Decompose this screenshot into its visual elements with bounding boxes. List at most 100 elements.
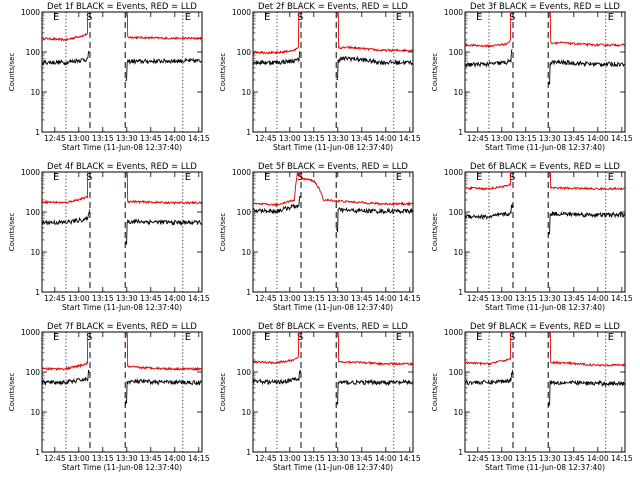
- x-tick-label: 14:00: [587, 454, 609, 463]
- y-axis-label: Counts/sec: [219, 373, 227, 412]
- marker-label-e: E: [264, 12, 270, 23]
- panel-title: Det 3f BLACK = Events, RED = LLD: [470, 2, 620, 12]
- y-axis-label: Counts/sec: [431, 53, 439, 92]
- y-axis-label: Counts/sec: [431, 373, 439, 412]
- marker-label-e: E: [396, 332, 402, 343]
- marker-label-e: E: [185, 12, 191, 23]
- y-axis-label: Counts/sec: [8, 373, 16, 412]
- series-lld-line: [253, 12, 413, 55]
- x-tick-label: 12:45: [467, 294, 489, 303]
- x-tick-label: 13:15: [92, 294, 114, 303]
- series-events-line: [42, 50, 202, 82]
- x-tick-label: 14:00: [375, 294, 397, 303]
- plot-frame: [464, 11, 626, 133]
- x-tick-label: 14:15: [611, 294, 633, 303]
- x-tick-label: 13:45: [351, 454, 373, 463]
- plot-frame: [41, 11, 203, 133]
- x-tick-label: 14:00: [587, 294, 609, 303]
- x-tick-label: 13:00: [68, 294, 90, 303]
- y-tick-label: 10: [30, 88, 40, 97]
- y-tick-label: 10: [241, 88, 251, 97]
- y-tick-label: 1: [458, 448, 463, 457]
- marker-label-e: E: [608, 12, 614, 23]
- panel-det-7: Det 7f BLACK = Events, RED = LLD 1 10 100 10…: [8, 322, 210, 472]
- y-tick-label: 10: [30, 408, 40, 417]
- marker-label-s: S: [509, 332, 515, 343]
- series-lld-line: [42, 12, 202, 43]
- marker-label-e: E: [476, 12, 482, 23]
- y-tick-label: 1: [35, 128, 40, 137]
- x-tick-label: 13:15: [92, 134, 114, 143]
- x-tick-label: 14:15: [399, 294, 421, 303]
- plot-frame: [464, 331, 626, 453]
- panel-det-9: Det 9f BLACK = Events, RED = LLD 1 10 100 10…: [431, 322, 633, 472]
- panel-title: Det 4f BLACK = Events, RED = LLD: [47, 162, 197, 172]
- x-tick-label: 13:00: [491, 294, 513, 303]
- y-tick-label: 1: [246, 448, 251, 457]
- series-lld-line: [253, 172, 413, 208]
- marker-label-e: E: [396, 12, 402, 23]
- x-tick-label: 13:30: [539, 454, 561, 463]
- y-tick-label: 1: [246, 128, 251, 137]
- x-tick-label: 12:45: [255, 134, 277, 143]
- series-events-line: [42, 209, 202, 245]
- x-tick-label: 12:45: [44, 294, 66, 303]
- x-axis-label: Start Time (11-Jun-08 12:37:40): [273, 303, 393, 312]
- x-tick-label: 14:15: [611, 134, 633, 143]
- x-tick-label: 13:30: [327, 454, 349, 463]
- marker-label-e: E: [396, 172, 402, 183]
- x-tick-label: 14:15: [188, 454, 210, 463]
- panel-det-8: Det 8f BLACK = Events, RED = LLD 1 10 100 10…: [219, 322, 421, 472]
- x-tick-label: 13:45: [563, 454, 585, 463]
- y-tick-label: 100: [26, 368, 41, 377]
- y-tick-label: 1000: [444, 168, 463, 177]
- x-tick-label: 13:45: [351, 134, 373, 143]
- x-tick-label: 14:15: [399, 454, 421, 463]
- panel-title: Det 9f BLACK = Events, RED = LLD: [470, 322, 620, 332]
- marker-label-e: E: [53, 172, 59, 183]
- y-tick-label: 1: [458, 288, 463, 297]
- x-tick-label: 14:00: [164, 454, 186, 463]
- x-tick-label: 13:15: [515, 134, 537, 143]
- y-tick-label: 100: [449, 208, 464, 217]
- y-axis-label: Counts/sec: [219, 53, 227, 92]
- x-tick-label: 13:30: [116, 454, 138, 463]
- marker-label-s: S: [297, 12, 303, 23]
- y-axis-label: Counts/sec: [8, 213, 16, 252]
- marker-label-s: S: [509, 172, 515, 183]
- x-tick-label: 13:30: [327, 134, 349, 143]
- x-tick-label: 13:30: [116, 134, 138, 143]
- x-tick-label: 13:00: [491, 134, 513, 143]
- x-tick-label: 13:15: [515, 294, 537, 303]
- marker-label-s: S: [297, 332, 303, 343]
- y-tick-label: 10: [241, 408, 251, 417]
- y-tick-label: 1: [35, 448, 40, 457]
- y-tick-label: 1000: [21, 168, 40, 177]
- panel-title: Det 7f BLACK = Events, RED = LLD: [47, 322, 197, 332]
- series-events-line: [465, 204, 625, 236]
- y-tick-label: 100: [26, 48, 41, 57]
- panel-title: Det 5f BLACK = Events, RED = LLD: [258, 162, 408, 172]
- y-tick-label: 1000: [21, 8, 40, 17]
- x-axis-label: Start Time (11-Jun-08 12:37:40): [62, 143, 182, 152]
- panel-title: Det 8f BLACK = Events, RED = LLD: [258, 322, 408, 332]
- series-events-line: [465, 49, 625, 85]
- marker-label-s: S: [86, 172, 92, 183]
- x-axis-label: Start Time (11-Jun-08 12:37:40): [273, 463, 393, 472]
- x-tick-label: 12:45: [467, 134, 489, 143]
- x-tick-label: 13:45: [351, 294, 373, 303]
- x-tick-label: 14:00: [164, 134, 186, 143]
- x-tick-label: 13:30: [327, 294, 349, 303]
- plot-frame: [41, 171, 203, 293]
- x-axis-label: Start Time (11-Jun-08 12:37:40): [485, 143, 605, 152]
- y-tick-label: 1: [458, 128, 463, 137]
- x-tick-label: 13:00: [279, 454, 301, 463]
- y-tick-label: 10: [30, 248, 40, 257]
- x-tick-label: 13:15: [303, 134, 325, 143]
- x-tick-label: 13:00: [279, 294, 301, 303]
- y-axis-label: Counts/sec: [431, 213, 439, 252]
- series-lld-line: [42, 172, 202, 206]
- plot-frame: [252, 331, 414, 453]
- y-tick-label: 1000: [21, 328, 40, 337]
- x-tick-label: 14:15: [611, 454, 633, 463]
